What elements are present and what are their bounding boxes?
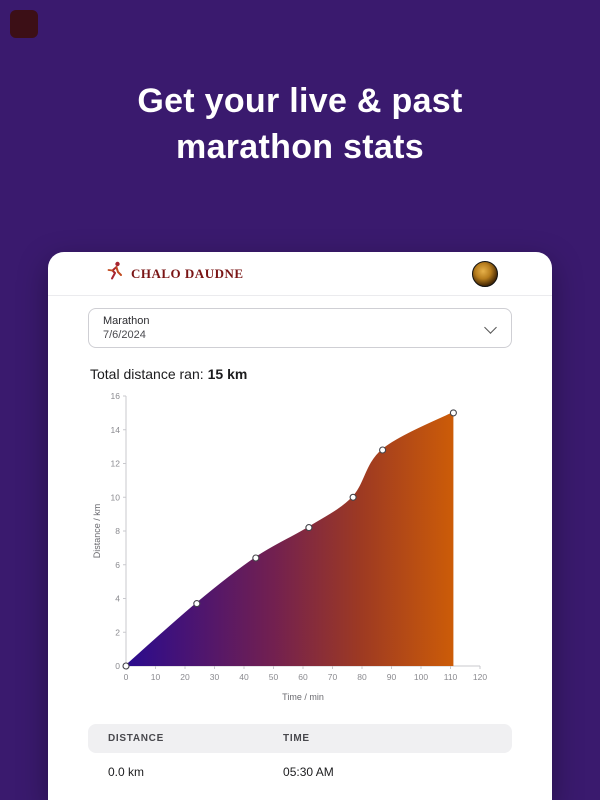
svg-text:16: 16: [111, 391, 121, 401]
avatar[interactable]: [472, 260, 498, 287]
svg-text:8: 8: [115, 526, 120, 536]
svg-text:6: 6: [115, 560, 120, 570]
svg-text:20: 20: [180, 672, 190, 682]
svg-text:60: 60: [298, 672, 308, 682]
svg-text:0: 0: [124, 672, 129, 682]
svg-text:Distance / km: Distance / km: [92, 504, 102, 559]
selector-label: Marathon: [103, 315, 150, 327]
row-distance: 0.0 km: [108, 765, 145, 779]
svg-text:110: 110: [444, 672, 458, 682]
marathon-date-selector[interactable]: Marathon 7/6/2024: [88, 308, 512, 348]
selector-value: 7/6/2024: [103, 329, 146, 341]
svg-text:4: 4: [115, 594, 120, 604]
hero-title-line1: Get your live & past: [137, 82, 463, 120]
hero-title-line2: marathon stats: [176, 128, 424, 166]
table-header-row: DISTANCE TIME: [88, 724, 512, 753]
svg-text:10: 10: [151, 672, 161, 682]
svg-text:2: 2: [115, 627, 120, 637]
total-distance-line: Total distance ran: 15 km: [90, 366, 510, 382]
svg-text:10: 10: [111, 492, 121, 502]
svg-text:50: 50: [269, 672, 279, 682]
table-row[interactable]: 3.7 km 05:54 AM: [88, 789, 512, 800]
table-row[interactable]: 0.0 km 05:30 AM: [88, 753, 512, 789]
svg-text:14: 14: [111, 425, 121, 435]
chart-container: 0 10 20 30 40 50 60 70 80 90 100 110 120 0 2 4 6 8 10 12 14 1…: [48, 388, 552, 708]
svg-text:40: 40: [239, 672, 249, 682]
app-header: CHALO DAUDNE: [48, 252, 552, 296]
brand-logo: CHALO DAUDNE: [106, 261, 244, 286]
table-header-distance: DISTANCE: [108, 733, 164, 744]
svg-text:12: 12: [111, 459, 121, 469]
table-header-time: TIME: [283, 733, 310, 744]
row-time: 05:30 AM: [283, 765, 334, 779]
svg-text:30: 30: [210, 672, 220, 682]
svg-text:70: 70: [328, 672, 338, 682]
svg-text:120: 120: [473, 672, 487, 682]
brand-name: CHALO DAUDNE: [131, 265, 244, 281]
corner-mark: [10, 10, 38, 38]
svg-text:80: 80: [357, 672, 367, 682]
distance-chart-svg: 0 10 20 30 40 50 60 70 80 90 100 110 120 0 2 4 6 8 10 12 14 1…: [92, 391, 487, 702]
app-card: CHALO DAUDNE Marathon 7/6/2024 Total dis…: [48, 252, 552, 800]
splits-table: DISTANCE TIME 0.0 km 05:30 AM 3.7 km 05:…: [88, 724, 512, 800]
total-distance-prefix: Total distance ran:: [90, 366, 204, 382]
svg-text:Time / min: Time / min: [282, 692, 324, 702]
chevron-down-icon: [484, 321, 497, 334]
svg-text:0: 0: [115, 661, 120, 671]
total-distance-value: 15 km: [207, 366, 248, 382]
svg-text:100: 100: [414, 672, 428, 682]
hero-title: Get your live & past marathon stats: [0, 78, 600, 170]
svg-text:90: 90: [387, 672, 397, 682]
runner-icon: [106, 261, 124, 286]
